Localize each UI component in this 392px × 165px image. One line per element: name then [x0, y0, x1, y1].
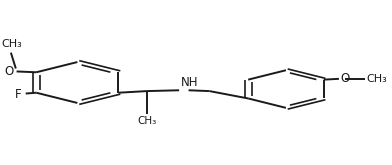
Text: NH: NH [181, 76, 198, 89]
Text: F: F [15, 88, 21, 101]
Text: O: O [4, 65, 14, 78]
Text: O: O [341, 72, 350, 85]
Text: CH₃: CH₃ [367, 74, 387, 84]
Text: CH₃: CH₃ [137, 116, 156, 126]
Text: CH₃: CH₃ [2, 39, 22, 49]
